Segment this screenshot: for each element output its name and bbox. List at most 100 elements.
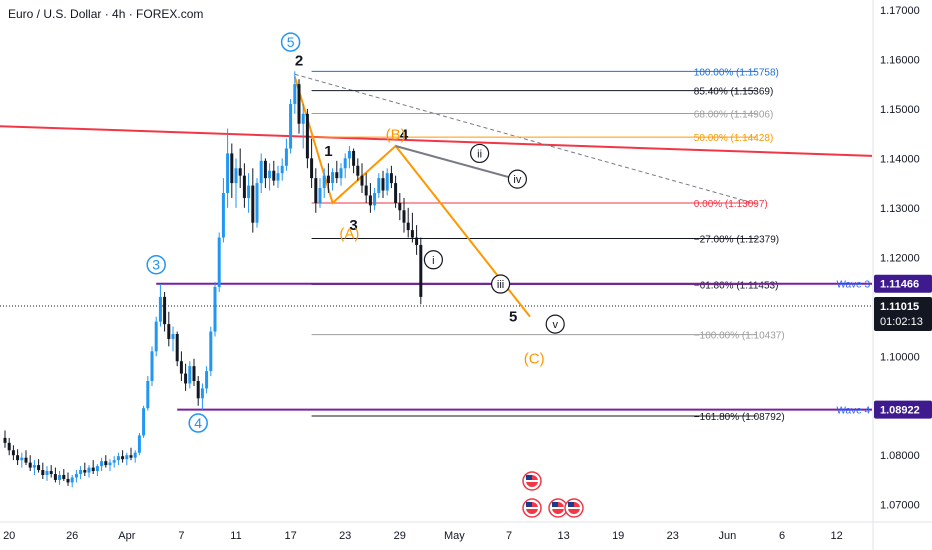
wave-label-circled-black: i xyxy=(423,250,443,270)
candle-body xyxy=(310,158,314,179)
fib-level-label: 68.00% (1.14906) xyxy=(694,110,774,121)
candle-body xyxy=(196,380,200,399)
y-tick-label: 1.07000 xyxy=(880,500,920,512)
wave-circle xyxy=(146,254,166,275)
wave-label-black: 2 xyxy=(295,52,303,69)
candle-body xyxy=(3,437,7,443)
candle-body xyxy=(116,456,120,461)
candle-body xyxy=(66,478,70,483)
candle-body xyxy=(91,467,95,472)
candle-body xyxy=(301,113,305,124)
candle-body xyxy=(326,175,330,184)
economic-event-flag-icon xyxy=(522,471,542,491)
candle-body xyxy=(167,324,171,339)
y-tick-label: 1.16000 xyxy=(880,54,920,66)
flag-stripe xyxy=(526,507,538,509)
candle-body xyxy=(360,175,364,186)
candle-body xyxy=(272,170,276,181)
candle-body xyxy=(356,165,360,176)
fib-level-label: −100.00% (1.10437) xyxy=(694,331,785,342)
candle-body xyxy=(373,192,377,206)
candle-body xyxy=(28,462,32,468)
candle-body xyxy=(70,477,74,483)
current-price-tag: 1.11015 01:02:13 xyxy=(874,297,932,332)
candle-body xyxy=(133,452,137,458)
candle-body xyxy=(347,150,351,159)
candle-body xyxy=(129,455,133,458)
candle-body xyxy=(53,474,57,480)
flag-canton xyxy=(552,502,558,507)
x-tick-label: Apr xyxy=(118,530,135,542)
wave-level-price-tag: 1.11466 xyxy=(874,274,932,293)
candle-body xyxy=(410,230,414,238)
x-tick-label: 17 xyxy=(284,530,296,542)
candle-body xyxy=(142,408,146,436)
candle-body xyxy=(62,474,66,479)
candle-body xyxy=(230,153,234,184)
candle-body xyxy=(163,296,167,325)
x-tick-label: 7 xyxy=(506,530,512,542)
candle-body xyxy=(171,333,175,339)
wave-label-text: 3 xyxy=(152,257,160,273)
y-tick-label: 1.17000 xyxy=(880,5,920,17)
wave-label-circled-black: v xyxy=(545,314,565,334)
economic-event-flag-icon xyxy=(522,498,542,518)
y-tick-label: 1.08000 xyxy=(880,450,920,462)
y-tick-label: 1.12000 xyxy=(880,252,920,264)
candle-body xyxy=(58,474,62,480)
candle-body xyxy=(259,160,263,184)
candle-body xyxy=(125,455,129,460)
candle-body xyxy=(335,172,339,179)
wave-circle xyxy=(188,413,208,433)
dashed-trendline xyxy=(294,73,753,204)
candle-body xyxy=(234,168,238,184)
candle-body xyxy=(200,388,204,399)
x-tick-label: 23 xyxy=(339,530,351,542)
candle-body xyxy=(83,470,87,473)
candle-body xyxy=(45,471,49,475)
x-tick-label: 12 xyxy=(830,530,842,542)
x-tick-label: 29 xyxy=(394,530,406,542)
flag-stripe xyxy=(568,507,580,509)
candle-body xyxy=(221,192,225,238)
wave-label-circled-black: iv xyxy=(507,169,528,189)
x-tick-label: 26 xyxy=(66,530,78,542)
candle-body xyxy=(364,185,368,196)
candle-body xyxy=(415,237,419,245)
wave-label-orange: (B) xyxy=(386,127,406,144)
candle-body xyxy=(205,371,209,389)
candle-body xyxy=(11,450,15,456)
x-tick-label: 20 xyxy=(3,530,15,542)
candle-body xyxy=(406,222,410,231)
x-tick-label: 19 xyxy=(612,530,624,542)
candle-body xyxy=(188,366,192,384)
x-tick-label: 6 xyxy=(779,530,785,542)
candle-body xyxy=(276,173,280,181)
price-tag-text: 1.11466 xyxy=(880,279,919,291)
wave-level-price-tag: 1.08922 xyxy=(874,400,932,419)
wave-circle xyxy=(491,274,511,294)
candle-body xyxy=(226,153,230,193)
candle-body xyxy=(339,168,343,179)
candle-body xyxy=(394,183,398,203)
candle-body xyxy=(389,173,393,184)
wave-label-circled-black: iii xyxy=(491,274,511,294)
candle-body xyxy=(154,321,158,352)
candle-body xyxy=(381,178,385,191)
candle-body xyxy=(217,237,221,287)
wave-label-text: v xyxy=(552,319,558,331)
wave-label-black: 4 xyxy=(400,127,409,144)
wave-circle xyxy=(423,250,443,270)
candle-body xyxy=(104,461,108,466)
candle-body xyxy=(247,185,251,198)
current-price-text: 1.11015 xyxy=(880,301,919,313)
price-tag-bg xyxy=(874,400,932,419)
price-tag-bg xyxy=(874,274,932,293)
wave-label-circled-blue: 3 xyxy=(146,254,166,275)
candle-body xyxy=(74,474,78,478)
wave-label-black: 1 xyxy=(324,143,332,160)
wave-level-label: Wave 3 xyxy=(836,280,870,291)
candle-body xyxy=(284,148,288,166)
y-tick-label: 1.15000 xyxy=(880,104,920,116)
